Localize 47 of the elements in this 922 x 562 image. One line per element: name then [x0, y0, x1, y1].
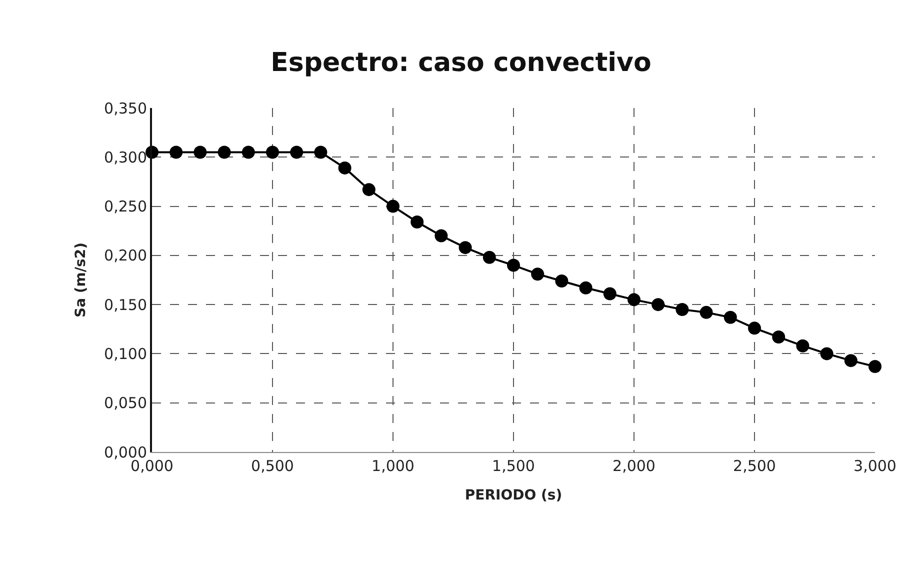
x-tick-label: 2,000 — [612, 457, 656, 475]
x-tick-label: 0,000 — [130, 457, 174, 475]
x-axis-title: PERIODO (s) — [464, 487, 562, 504]
point — [410, 216, 424, 229]
point — [386, 200, 400, 213]
point — [579, 281, 592, 294]
point — [434, 229, 448, 242]
y-tick-label: 0,250 — [104, 198, 147, 216]
point — [507, 258, 520, 272]
point — [772, 330, 786, 344]
point — [290, 146, 304, 159]
x-tick-label: 2,500 — [733, 457, 776, 475]
x-tick-label: 0,500 — [251, 457, 294, 475]
point — [652, 298, 665, 312]
point — [603, 287, 616, 300]
point — [362, 183, 376, 196]
point — [338, 161, 352, 174]
point — [676, 302, 689, 316]
y-tick-label: 0,150 — [104, 296, 147, 314]
point — [458, 241, 472, 254]
y-axis-title: Sa (m/s2) — [73, 242, 90, 318]
y-tick-label: 0,100 — [104, 344, 147, 363]
point — [844, 354, 858, 368]
point — [194, 146, 207, 159]
y-tick-label: 0,200 — [104, 246, 147, 265]
x-tick-label: 1,000 — [372, 457, 414, 475]
y-tick-label: 0,050 — [104, 394, 147, 412]
point — [242, 146, 255, 159]
x-tick-label: 1,500 — [492, 457, 535, 475]
point — [314, 146, 328, 159]
x-tick-label: 3,000 — [854, 457, 896, 475]
point — [555, 274, 568, 288]
point — [218, 146, 231, 159]
chart-title: Espectro: caso convectivo — [270, 48, 652, 78]
point — [868, 360, 882, 373]
y-tick-label: 0,300 — [104, 148, 147, 166]
point — [482, 250, 496, 264]
point — [531, 268, 544, 281]
point — [796, 339, 810, 352]
point — [628, 293, 640, 306]
y-tick-label: 0,350 — [104, 99, 147, 118]
point — [748, 322, 761, 335]
point — [266, 146, 279, 159]
point — [724, 310, 737, 324]
point — [820, 347, 834, 360]
point — [700, 306, 713, 319]
point — [170, 146, 183, 159]
